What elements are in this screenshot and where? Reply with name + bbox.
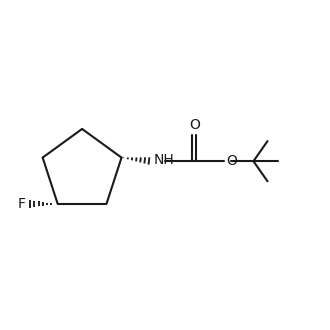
Text: O: O — [226, 154, 237, 168]
Text: O: O — [189, 118, 200, 132]
Text: F: F — [18, 197, 26, 211]
Text: NH: NH — [154, 153, 175, 167]
